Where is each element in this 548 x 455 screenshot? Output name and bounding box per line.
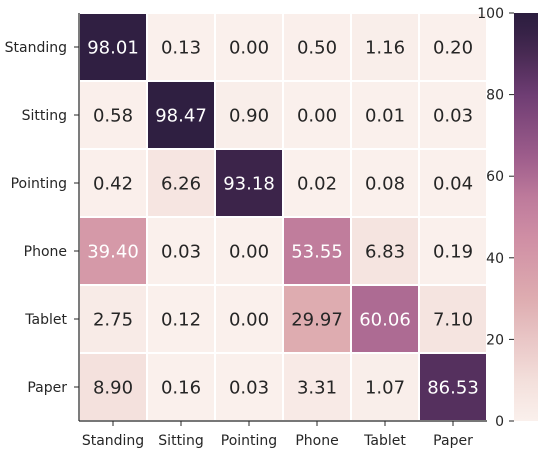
heatmap-cell-label-2-1: 6.26 (161, 174, 201, 195)
colorbar-tick-label-1: 20 (486, 332, 504, 348)
heatmap-cell-2-3 (282, 148, 352, 218)
colorbar-tick-label-3: 60 (486, 169, 504, 185)
x-tick-label-1: Sitting (158, 433, 203, 449)
heatmap-cell-2-4 (350, 148, 420, 218)
heatmap-cell-label-2-5: 0.04 (433, 174, 473, 195)
heatmap-cell-1-3 (282, 80, 352, 150)
heatmap-cell-label-4-4: 60.06 (359, 310, 411, 331)
heatmap-cell-1-5 (418, 80, 488, 150)
heatmap-cell-label-0-5: 0.20 (433, 38, 473, 59)
x-tick-label-0: Standing (82, 433, 144, 449)
heatmap-cell-label-5-5: 86.53 (427, 378, 479, 399)
heatmap-cell-2-1 (146, 148, 216, 218)
heatmap-cell-label-3-5: 0.19 (433, 242, 473, 263)
heatmap-cell-5-0 (78, 352, 148, 422)
heatmap-cell-label-1-2: 0.90 (229, 106, 269, 127)
heatmap-cell-label-0-3: 0.50 (297, 38, 337, 59)
heatmap-cell-label-0-1: 0.13 (161, 38, 201, 59)
y-tick-label-1: Sitting (22, 108, 67, 124)
heatmap-cell-label-1-1: 98.47 (155, 106, 207, 127)
axes-lines (78, 13, 487, 422)
heatmap-cell-label-3-1: 0.03 (161, 242, 201, 263)
heatmap-cell-label-3-0: 39.40 (87, 242, 139, 263)
y-tick-label-4: Tablet (24, 312, 67, 328)
heatmap-cell-label-5-4: 1.07 (365, 378, 405, 399)
x-tick-label-4: Tablet (363, 433, 406, 449)
heatmap-cell-label-5-0: 8.90 (93, 378, 133, 399)
heatmap-cell-label-4-2: 0.00 (229, 310, 269, 331)
heatmap-cell-label-0-2: 0.00 (229, 38, 269, 59)
colorbar-tick-label-5: 100 (477, 6, 504, 22)
y-tick-label-3: Phone (24, 244, 67, 260)
x-tick-label-2: Pointing (221, 433, 277, 449)
heatmap-cell-label-3-4: 6.83 (365, 242, 405, 263)
heatmap-cell-label-1-5: 0.03 (433, 106, 473, 127)
heatmap-cell-label-2-0: 0.42 (93, 174, 133, 195)
heatmap-cell-label-4-1: 0.12 (161, 310, 201, 331)
heatmap-cell-label-4-0: 2.75 (93, 310, 133, 331)
heatmap-cell-label-3-2: 0.00 (229, 242, 269, 263)
heatmap-cell-4-5 (418, 284, 488, 354)
heatmap-cell-2-5 (418, 148, 488, 218)
heatmap-cell-1-1 (146, 80, 216, 150)
heatmap-cell-3-1 (146, 216, 216, 286)
y-tick-label-5: Paper (27, 380, 67, 396)
heatmap-cell-label-5-3: 3.31 (297, 378, 337, 399)
y-tick-label-2: Pointing (11, 176, 67, 192)
heatmap-cell-label-2-2: 93.18 (223, 174, 275, 195)
heatmap-cell-4-4 (350, 284, 420, 354)
x-tick-label-5: Paper (433, 433, 473, 449)
x-axis-tick-labels: Standing Sitting Pointing Phone Tablet Paper (82, 421, 473, 449)
heatmap-cell-label-5-1: 0.16 (161, 378, 201, 399)
heatmap-cell-5-5 (418, 352, 488, 422)
heatmap-cell-0-1 (146, 12, 216, 82)
heatmap-cells: 98.01 0.13 0.00 0.50 1.16 0.20 0.58 98.47 0.90 0.… (78, 12, 488, 422)
colorbar-tick-label-0: 0 (495, 414, 504, 430)
heatmap-cell-3-5 (418, 216, 488, 286)
heatmap-cell-3-4 (350, 216, 420, 286)
heatmap-cell-label-1-3: 0.00 (297, 106, 337, 127)
x-tick-label-3: Phone (295, 433, 338, 449)
heatmap-cell-3-0 (78, 216, 148, 286)
heatmap-cell-0-5 (418, 12, 488, 82)
heatmap-cell-label-2-3: 0.02 (297, 174, 337, 195)
heatmap-cell-label-0-4: 1.16 (365, 38, 405, 59)
colorbar-tick-label-2: 40 (486, 251, 504, 267)
heatmap-cell-3-3 (282, 216, 352, 286)
y-axis-tick-labels: Standing Sitting Pointing Phone Tablet Paper (5, 40, 79, 396)
heatmap-cell-4-2 (214, 284, 284, 354)
heatmap-cell-label-4-5: 7.10 (433, 310, 473, 331)
heatmap-cell-label-4-3: 29.97 (291, 310, 343, 331)
colorbar-gradient (514, 13, 538, 421)
colorbar-tick-label-4: 80 (486, 88, 504, 104)
heatmap-cell-label-3-3: 53.55 (291, 242, 343, 263)
heatmap-cell-label-1-4: 0.01 (365, 106, 405, 127)
heatmap-cell-label-0-0: 98.01 (87, 38, 139, 59)
heatmap-cell-3-2 (214, 216, 284, 286)
heatmap-cell-label-1-0: 0.58 (93, 106, 133, 127)
heatmap-cell-label-2-4: 0.08 (365, 174, 405, 195)
colorbar: 0 20 40 60 80 100 (477, 6, 538, 430)
y-tick-label-0: Standing (5, 40, 67, 56)
heatmap-cell-label-5-2: 0.03 (229, 378, 269, 399)
